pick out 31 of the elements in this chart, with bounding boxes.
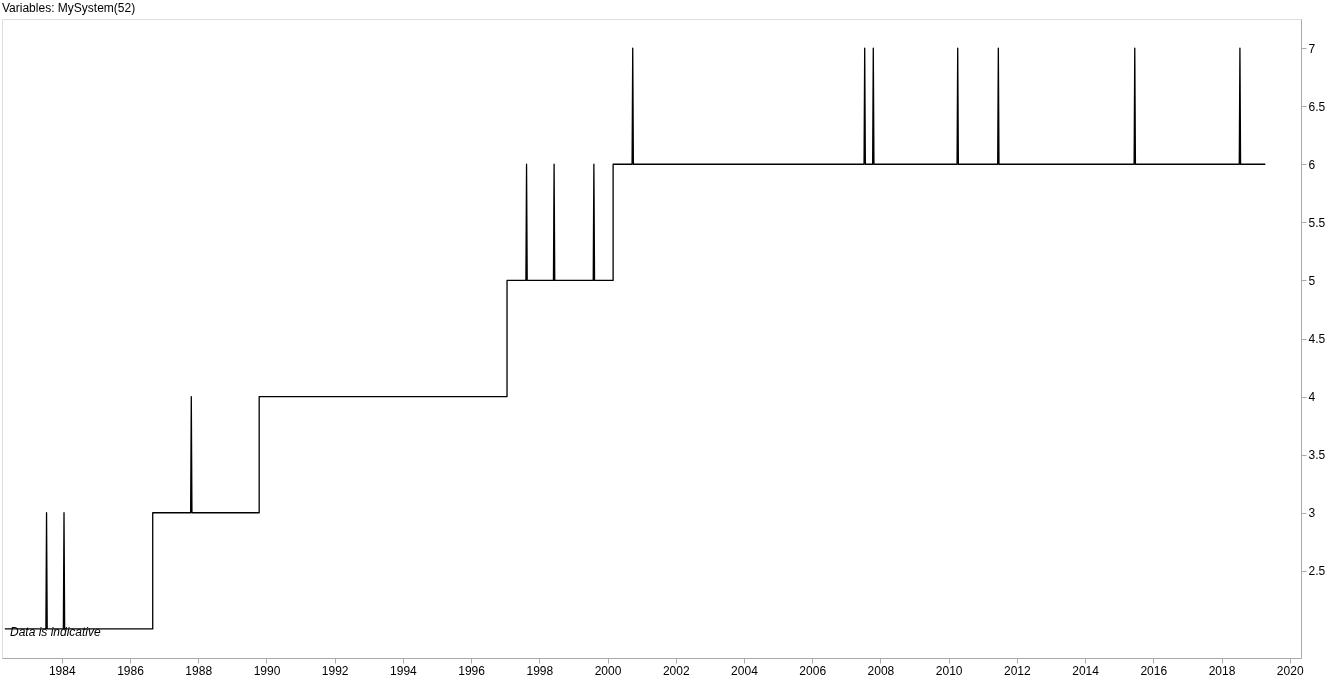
x-tick-label: 2012 bbox=[1003, 663, 1031, 678]
x-tick-label: 2002 bbox=[662, 663, 690, 678]
y-tick-label: 5 bbox=[1308, 273, 1316, 288]
chart-title: Variables: MySystem(52) bbox=[2, 1, 136, 15]
y-tick-label: 3.5 bbox=[1308, 448, 1326, 463]
x-tick-label: 2010 bbox=[935, 663, 963, 678]
annotation: Data is indicative bbox=[10, 625, 102, 639]
x-tick-label: 1994 bbox=[390, 663, 418, 678]
x-tick-label: 1986 bbox=[117, 663, 145, 678]
x-tick-label: 2020 bbox=[1276, 663, 1304, 678]
y-tick-label: 4 bbox=[1308, 390, 1316, 405]
y-tick-label: 2.5 bbox=[1308, 564, 1326, 579]
y-tick-label: 6 bbox=[1308, 157, 1316, 172]
y-tick-label: 4.5 bbox=[1308, 332, 1326, 346]
y-tick-label: 5.5 bbox=[1308, 215, 1326, 230]
x-tick-label: 2014 bbox=[1072, 663, 1100, 678]
x-tick-label: 2000 bbox=[594, 663, 622, 678]
x-tick-label: 1988 bbox=[185, 663, 213, 678]
x-tick-label: 2008 bbox=[867, 663, 895, 678]
y-tick-label: 6.5 bbox=[1308, 99, 1326, 114]
x-tick-label: 2004 bbox=[731, 663, 759, 678]
x-tick-label: 1998 bbox=[526, 663, 554, 678]
x-tick-label: 2018 bbox=[1208, 663, 1236, 678]
x-tick-label: 1990 bbox=[253, 663, 281, 678]
x-tick-label: 1984 bbox=[48, 663, 76, 678]
y-tick-label: 7 bbox=[1308, 41, 1316, 56]
x-tick-label: 1992 bbox=[321, 663, 349, 678]
x-tick-label: 2016 bbox=[1140, 663, 1168, 678]
x-tick-label: 2006 bbox=[799, 663, 827, 678]
x-tick-label: 1996 bbox=[458, 663, 486, 678]
y-tick-label: 3 bbox=[1308, 506, 1316, 521]
